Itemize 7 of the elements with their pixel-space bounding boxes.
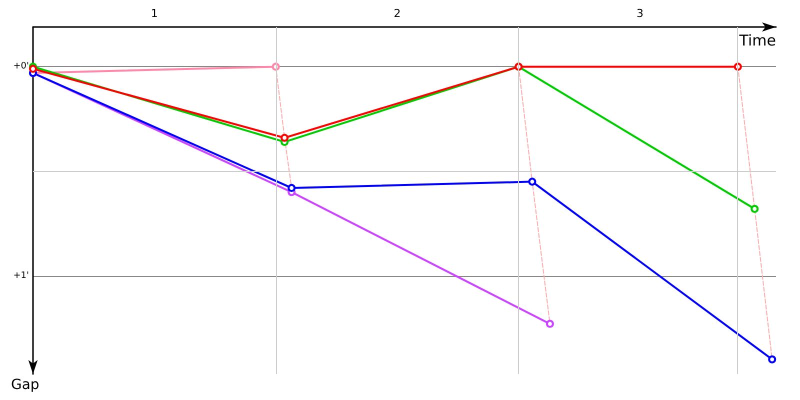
x-axis-title: Time xyxy=(738,32,776,50)
y-axis-title: Gap xyxy=(11,377,40,393)
x-tick-label: 3 xyxy=(636,7,644,20)
x-tick-label: 1 xyxy=(150,7,158,20)
x-tick-label: 2 xyxy=(394,7,401,20)
y-tick-label: +1' xyxy=(13,270,29,281)
y-tick-label: +0' xyxy=(13,62,29,72)
